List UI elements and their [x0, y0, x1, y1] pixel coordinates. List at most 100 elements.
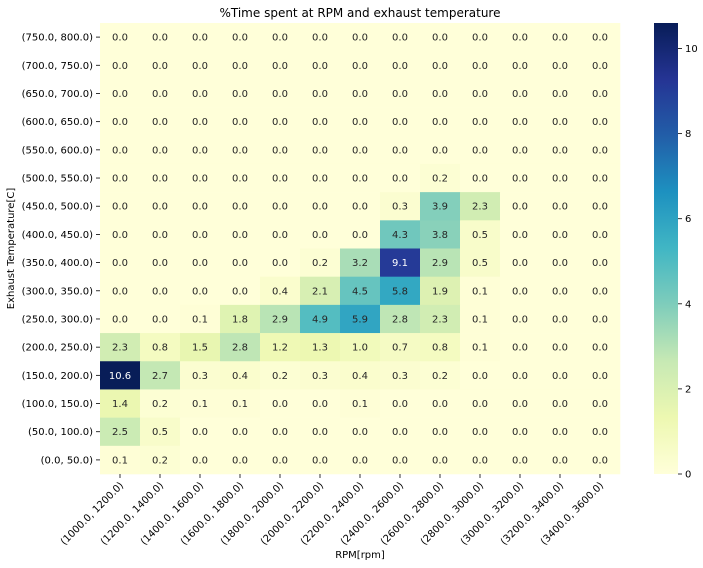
- cell-value-label: 0.5: [152, 427, 168, 438]
- cell-value-label: 0.2: [432, 371, 448, 382]
- heatmap-cell: [260, 389, 301, 418]
- cell-value-label: 0.0: [472, 399, 488, 410]
- cell-value-label: 0.0: [112, 145, 128, 156]
- colorbar-gradient: [654, 23, 678, 474]
- heatmap-cell: [380, 107, 421, 137]
- heatmap-cell: [220, 417, 261, 447]
- heatmap-cell: [100, 248, 141, 277]
- cell-value-label: 0.0: [232, 89, 248, 100]
- heatmap-cell: [100, 79, 141, 108]
- cell-value-label: 0.0: [352, 427, 368, 438]
- cell-value-label: 9.1: [392, 258, 408, 269]
- heatmap-cell: [340, 304, 381, 334]
- cell-value-label: 0.0: [112, 174, 128, 185]
- cell-value-label: 0.0: [272, 202, 288, 213]
- heatmap-cell: [380, 79, 421, 108]
- heatmap-cell: [260, 333, 301, 362]
- colorbar-tick-label: 6: [685, 214, 691, 225]
- cell-value-label: 0.0: [272, 230, 288, 241]
- heatmap-cell: [540, 220, 581, 249]
- heatmap-cell: [420, 445, 461, 475]
- chart-title: %Time spent at RPM and exhaust temperatu…: [219, 6, 500, 20]
- cell-value-label: 3.8: [432, 230, 448, 241]
- cell-value-label: 0.1: [232, 399, 248, 410]
- heatmap-cell: [300, 23, 341, 52]
- cell-value-label: 0.0: [232, 61, 248, 72]
- heatmap-cell: [300, 51, 341, 80]
- heatmap-cell: [420, 220, 461, 249]
- cell-value-label: 0.0: [552, 33, 568, 44]
- heatmap-cell: [460, 192, 501, 221]
- heatmap-cell: [420, 23, 461, 52]
- heatmap-cell: [260, 79, 301, 108]
- heatmap-cell: [100, 192, 141, 221]
- heatmap-cell: [260, 220, 301, 249]
- heatmap-cell: [140, 163, 181, 193]
- cell-value-label: 2.3: [472, 202, 488, 213]
- cell-value-label: 0.0: [552, 258, 568, 269]
- cell-value-label: 0.0: [152, 174, 168, 185]
- cell-value-label: 0.3: [392, 202, 408, 213]
- y-tick-label: (350.0, 400.0): [22, 258, 94, 269]
- cell-value-label: 0.0: [232, 202, 248, 213]
- cell-value-label: 0.0: [272, 455, 288, 466]
- heatmap-cell: [180, 163, 221, 193]
- cell-value-label: 0.2: [272, 371, 288, 382]
- heatmap-cell: [380, 135, 421, 165]
- cell-value-label: 0.1: [192, 314, 208, 325]
- cell-value-label: 0.0: [472, 455, 488, 466]
- cell-value-label: 0.0: [432, 145, 448, 156]
- cell-value-label: 0.0: [352, 202, 368, 213]
- cell-value-label: 0.0: [592, 145, 608, 156]
- cell-value-label: 0.0: [512, 314, 528, 325]
- cell-value-label: 4.9: [312, 314, 328, 325]
- heatmap-cell: [460, 276, 501, 306]
- cell-value-label: 0.0: [552, 202, 568, 213]
- cell-value-label: 0.0: [592, 314, 608, 325]
- heatmap-cell: [420, 51, 461, 80]
- heatmap-cell: [340, 361, 381, 390]
- heatmap-cell: [140, 23, 181, 52]
- heatmap-cell: [180, 304, 221, 334]
- cell-value-label: 0.0: [112, 286, 128, 297]
- cell-value-label: 0.0: [392, 427, 408, 438]
- heatmap-cell: [420, 333, 461, 362]
- cell-value-label: 0.0: [352, 174, 368, 185]
- heatmap-cell: [460, 304, 501, 334]
- heatmap-cell: [300, 248, 341, 277]
- heatmap-cell: [220, 79, 261, 108]
- cell-value-label: 0.0: [472, 61, 488, 72]
- heatmap-cell: [180, 417, 221, 447]
- cell-value-label: 0.0: [312, 399, 328, 410]
- heatmap-cell: [340, 417, 381, 447]
- heatmap-cell: [540, 135, 581, 165]
- heatmap-cell: [100, 445, 141, 475]
- cell-value-label: 0.1: [192, 399, 208, 410]
- cell-value-label: 0.0: [272, 145, 288, 156]
- heatmap-cell: [180, 192, 221, 221]
- cell-value-label: 0.0: [552, 89, 568, 100]
- heatmap-cell: [300, 163, 341, 193]
- cell-value-label: 0.0: [512, 202, 528, 213]
- heatmap-cell: [380, 248, 421, 277]
- cell-value-label: 1.9: [432, 286, 448, 297]
- colorbar-tick-label: 10: [685, 44, 698, 55]
- heatmap-cell: [180, 276, 221, 306]
- cell-value-label: 0.1: [472, 286, 488, 297]
- cell-value-label: 0.0: [152, 202, 168, 213]
- heatmap-cell: [420, 107, 461, 137]
- heatmap-cell: [140, 333, 181, 362]
- heatmap-cell: [140, 389, 181, 418]
- heatmap-cell: [220, 220, 261, 249]
- cell-value-label: 0.0: [472, 371, 488, 382]
- cell-value-label: 0.0: [432, 399, 448, 410]
- heatmap-cell: [500, 107, 541, 137]
- cell-value-label: 0.0: [552, 343, 568, 354]
- cell-value-label: 0.0: [592, 399, 608, 410]
- cell-value-label: 0.0: [112, 33, 128, 44]
- cell-value-label: 0.0: [392, 117, 408, 128]
- cell-value-label: 0.0: [552, 117, 568, 128]
- y-tick-label: (50.0, 100.0): [28, 427, 93, 438]
- cell-value-label: 0.0: [272, 174, 288, 185]
- heatmap-cell: [460, 79, 501, 108]
